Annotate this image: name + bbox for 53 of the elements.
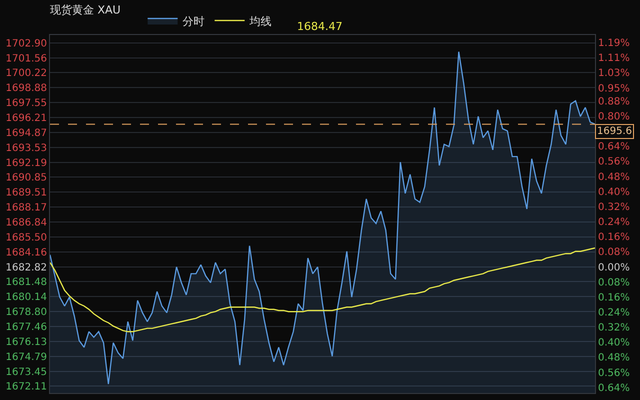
y-tick-label: 1697.55 [6,98,47,109]
y2-tick-label: 0.80% [598,112,630,123]
y2-tick-label: 0.95% [598,83,630,94]
text: 1684.47 [297,20,342,33]
y-tick-label: 1689.51 [6,188,47,199]
y-tick-label: 1685.50 [6,232,47,244]
y-tick-label: 1692.19 [6,158,47,169]
y-tick-label: 1684.16 [6,247,47,258]
y2-tick-label: 0.32% [598,202,630,213]
y2-tick-label: 0.64% [598,142,630,153]
y-tick-label: 1680.14 [6,292,47,304]
legend-label: 分时 [182,14,205,28]
y2-tick-label: 0.24% [598,307,630,318]
y2-tick-label: 0.24% [598,217,630,228]
y-tick-label: 1694.87 [6,128,47,139]
y2-tick-label: 0.40% [598,186,630,198]
y-tick-label: 1693.53 [6,142,47,154]
y-tick-label: 1690.85 [6,172,47,184]
line-series [50,247,595,332]
y2-tick-label: 0.16% [598,232,630,244]
y2-tick-label: 0.48% [598,172,630,183]
legend-label: 均线 [248,14,272,28]
y2-tick-label: 0.08% [598,247,630,258]
y-tick-label: 1676.13 [6,336,47,348]
y-tick-label: 1700.22 [6,68,47,80]
y2-tick-label: 0.00% [598,262,630,274]
y2-tick-label: 0.08% [598,277,630,288]
y2-tick-label: 0.88% [598,96,630,108]
y-tick-label: 1681.48 [6,277,47,288]
y-tick-label: 1696.21 [6,112,47,124]
y-tick-label: 1701.56 [6,53,47,64]
y-tick-label: 1672.11 [6,382,47,393]
y-tick-label: 1702.90 [6,38,47,50]
y-tick-label: 1686.84 [6,217,47,228]
y2-tick-label: 0.56% [598,368,630,379]
y-tick-label: 1674.79 [6,352,47,363]
y2-tick-label: 0.48% [598,352,630,364]
y-tick-label: 1682.82 [6,262,47,274]
chart-title: 现货黄金 XAU [50,4,121,17]
y2-tick-label: 0.16% [598,292,630,304]
y-tick-label: 1678.80 [6,307,47,318]
y-tick-label: 1673.45 [6,366,47,378]
y-tick-label: 1698.88 [6,83,47,94]
y2-tick-label: 0.56% [598,156,630,168]
y2-tick-label: 1.19% [598,38,630,50]
y-tick-label: 1677.46 [6,322,47,334]
y-tick-label: 1688.17 [6,202,47,214]
y2-tick-label: 0.40% [598,338,630,349]
ref-line-label: 1695.6 [597,126,632,137]
y2-tick-label: 1.11% [598,53,630,64]
y2-tick-label: 0.64% [598,382,630,394]
y2-tick-label: 0.32% [598,322,630,334]
y2-tick-label: 1.03% [598,68,630,80]
